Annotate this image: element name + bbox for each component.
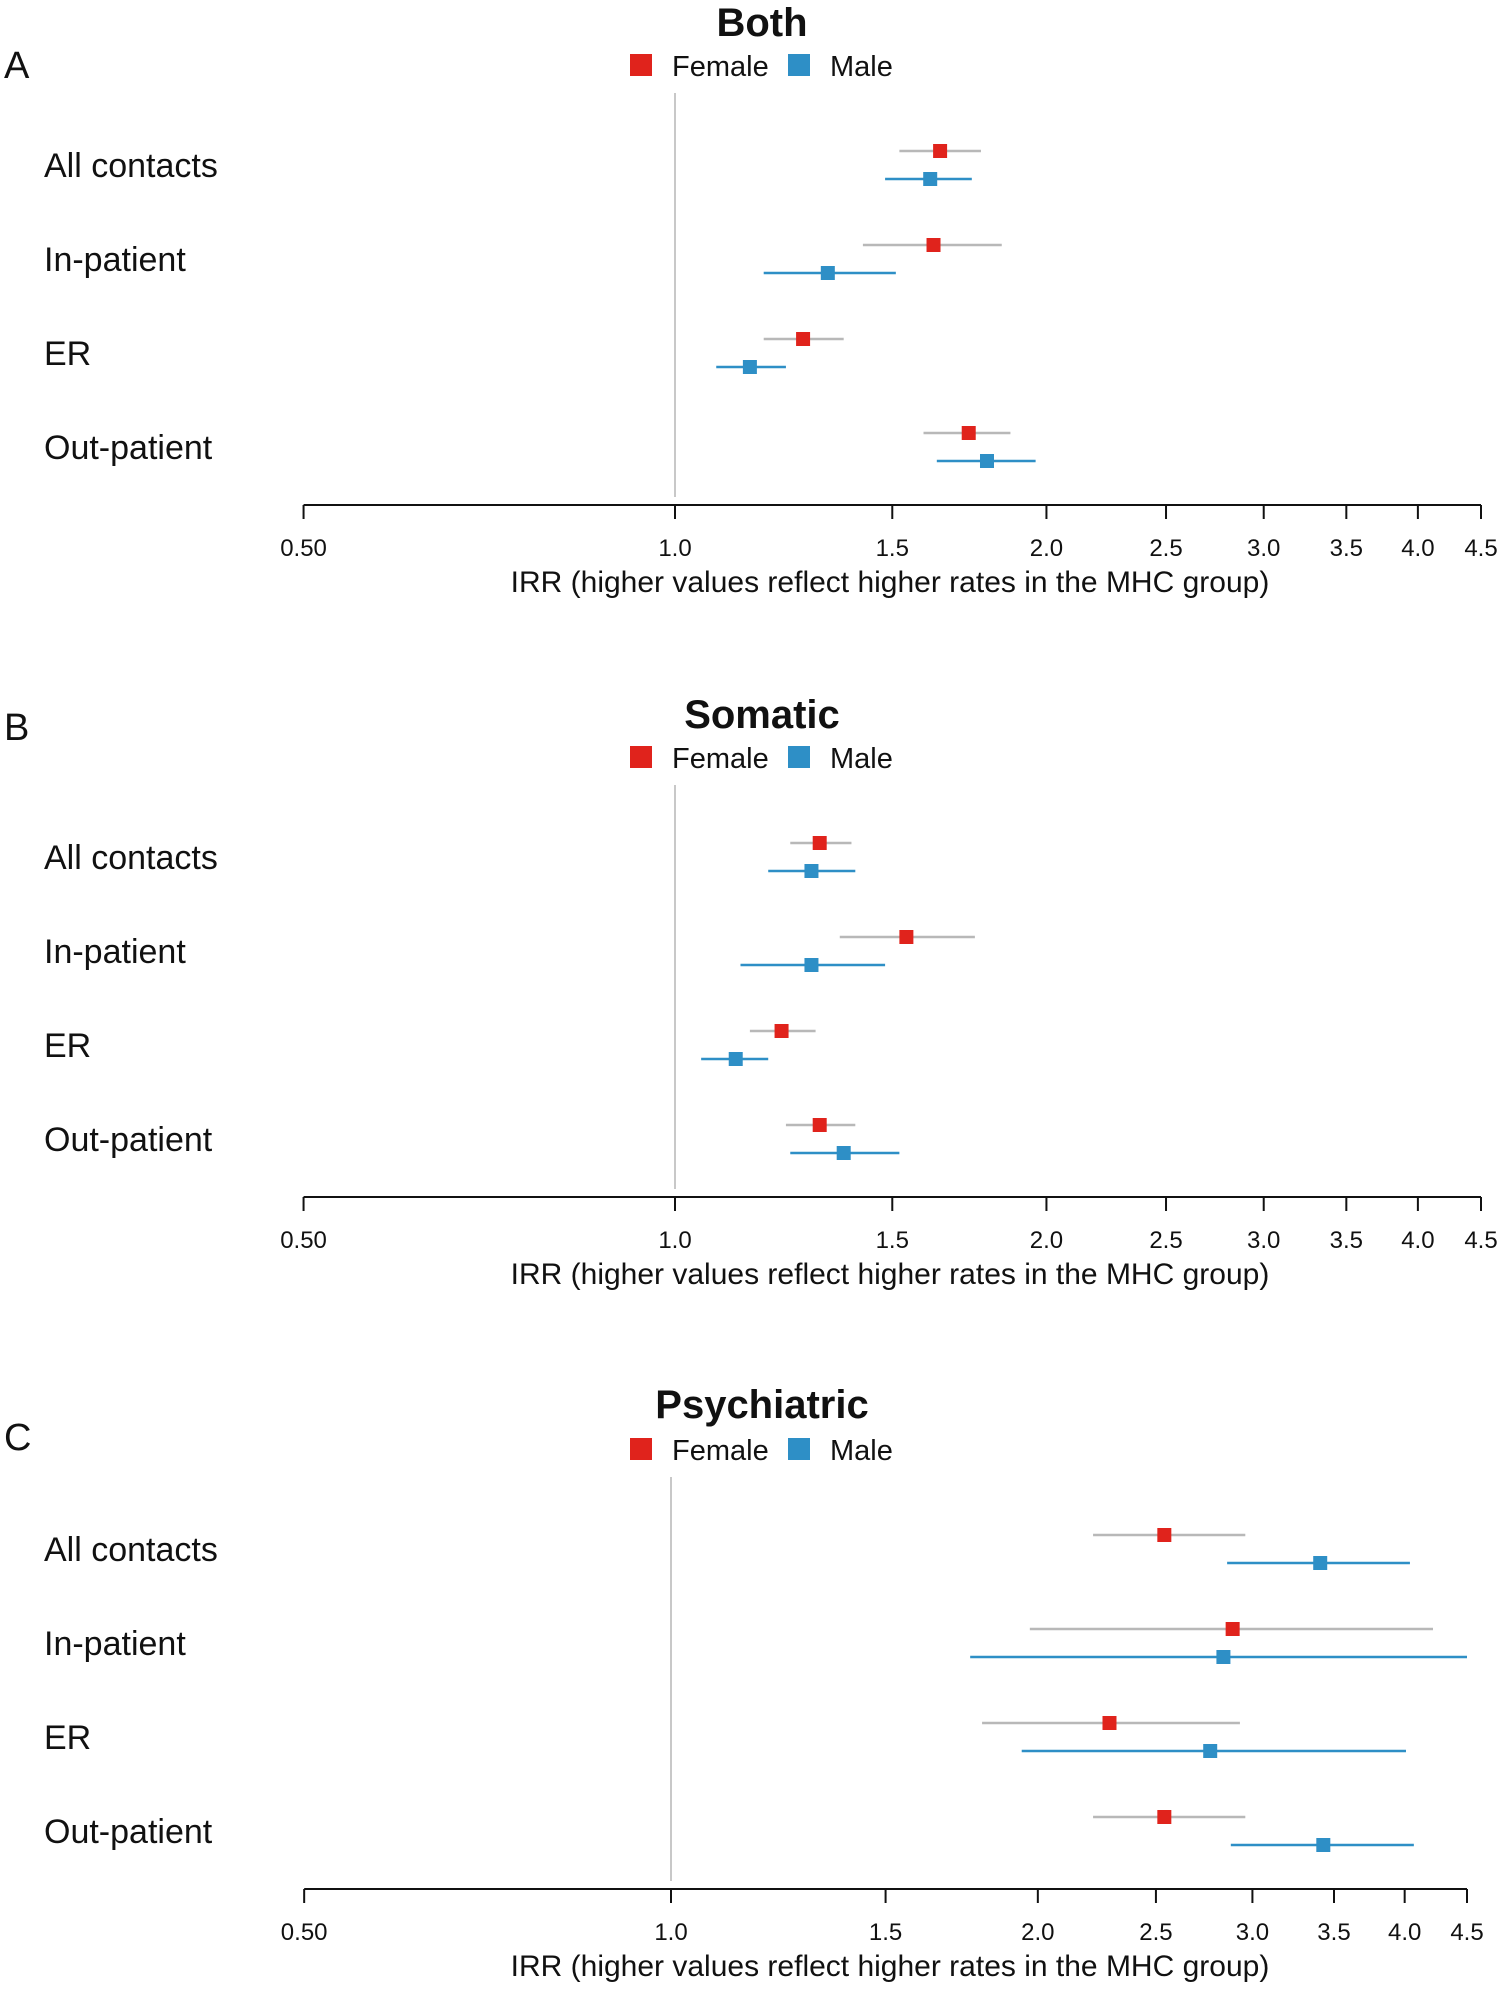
x-tick-label-4-5: 4.5 [1464,535,1497,562]
x-tick-label-2-0: 2.0 [1030,1227,1063,1254]
x-tick-label-4-0: 4.0 [1388,1919,1421,1946]
legend: Female Male [630,51,893,83]
x-tick-label-1-0: 1.0 [658,1227,691,1254]
row-label-in-patient: In-patient [44,241,186,279]
point-estimate-male-all-contacts [923,172,938,186]
legend-label-female: Female [672,1435,769,1467]
row-label-out-patient: Out-patient [44,429,213,467]
x-tick-label-0-50: 0.50 [280,535,327,562]
row-label-out-patient: Out-patient [44,1121,213,1159]
point-estimate-female-er [796,332,811,346]
x-tick-label-1-0: 1.0 [654,1919,687,1946]
point-estimate-female-in-patient [926,238,941,252]
x-tick-label-1-5: 1.5 [876,1227,909,1254]
x-tick-label-4-0: 4.0 [1401,535,1434,562]
x-tick-label-3-0: 3.0 [1236,1919,1269,1946]
point-estimate-male-out-patient [979,454,994,468]
legend: Female Male [630,1435,893,1467]
legend-swatch-female [630,54,652,76]
legend-label-male: Male [830,1435,893,1467]
x-tick-label-3-5: 3.5 [1330,535,1363,562]
row-label-er: ER [44,335,91,373]
point-estimate-male-out-patient [836,1146,851,1160]
x-tick-label-2-0: 2.0 [1030,535,1063,562]
point-estimate-female-all-contacts [933,144,948,158]
panel-letter: B [4,707,29,749]
x-tick-label-4-5: 4.5 [1464,1227,1497,1254]
point-estimate-female-out-patient [812,1118,827,1132]
point-estimate-female-in-patient [899,930,914,944]
x-tick-label-2-0: 2.0 [1021,1919,1054,1946]
x-tick-label-3-0: 3.0 [1247,1227,1280,1254]
x-tick-label-1-0: 1.0 [658,535,691,562]
point-estimate-female-all-contacts [812,836,827,850]
row-label-all-contacts: All contacts [44,147,218,185]
point-estimate-female-er [774,1024,789,1038]
point-estimate-female-out-patient [1157,1810,1172,1824]
point-estimate-male-in-patient [804,958,819,972]
x-tick-label-2-5: 2.5 [1139,1919,1172,1946]
point-estimate-male-all-contacts [804,864,819,878]
legend-label-male: Male [830,743,893,775]
forest-panel-c: C Psychiatric Female Male 0.50 1.0 1.5 2.0 2.5 3.… [4,1383,1484,1983]
point-estimate-male-er [742,360,757,374]
panel-title: Somatic [684,693,840,737]
legend-label-female: Female [672,51,769,83]
x-axis-label: IRR (higher values reflect higher rates … [511,566,1270,599]
x-tick-label-4-5: 4.5 [1450,1919,1483,1946]
x-tick-label-3-0: 3.0 [1247,535,1280,562]
x-tick-label-2-5: 2.5 [1149,535,1182,562]
x-axis-label: IRR (higher values reflect higher rates … [511,1950,1270,1983]
legend-swatch-female [630,746,652,768]
row-label-er: ER [44,1027,91,1065]
x-tick-label-0-50: 0.50 [280,1227,327,1254]
legend: Female Male [630,743,893,775]
point-estimate-male-out-patient [1316,1838,1331,1852]
point-estimate-male-all-contacts [1313,1556,1328,1570]
point-estimate-female-all-contacts [1157,1528,1172,1542]
point-estimate-female-in-patient [1225,1622,1240,1636]
forest-panel-a: A Both Female Male 0.50 1.0 1.5 2.0 2.5 3.0 3.5 4.0… [4,1,1498,599]
legend-swatch-female [630,1438,652,1460]
row-label-in-patient: In-patient [44,1625,186,1663]
point-estimate-male-er [728,1052,743,1066]
point-estimate-female-er [1102,1716,1117,1730]
x-tick-label-4-0: 4.0 [1401,1227,1434,1254]
point-estimate-female-out-patient [961,426,976,440]
point-estimate-male-in-patient [1216,1650,1231,1664]
x-tick-label-1-5: 1.5 [869,1919,902,1946]
x-tick-label-3-5: 3.5 [1330,1227,1363,1254]
x-axis-label: IRR (higher values reflect higher rates … [511,1258,1270,1291]
row-label-out-patient: Out-patient [44,1813,213,1851]
x-tick-label-1-5: 1.5 [876,535,909,562]
forest-panel-b: B Somatic Female Male 0.50 1.0 1.5 2.0 2.5 3.0 3.5… [4,693,1498,1291]
panel-letter: C [4,1417,31,1459]
x-tick-label-2-5: 2.5 [1149,1227,1182,1254]
panel-title: Psychiatric [655,1383,868,1427]
legend-swatch-male [788,1438,810,1460]
row-label-all-contacts: All contacts [44,1531,218,1569]
panel-title: Both [716,1,807,45]
row-label-all-contacts: All contacts [44,839,218,877]
row-label-er: ER [44,1719,91,1757]
legend-swatch-male [788,54,810,76]
legend-label-male: Male [830,51,893,83]
x-tick-label-0-50: 0.50 [281,1919,328,1946]
legend-swatch-male [788,746,810,768]
point-estimate-male-er [1203,1744,1218,1758]
panel-letter: A [4,45,30,87]
row-label-in-patient: In-patient [44,933,186,971]
point-estimate-male-in-patient [820,266,835,280]
x-tick-label-3-5: 3.5 [1317,1919,1350,1946]
legend-label-female: Female [672,743,769,775]
